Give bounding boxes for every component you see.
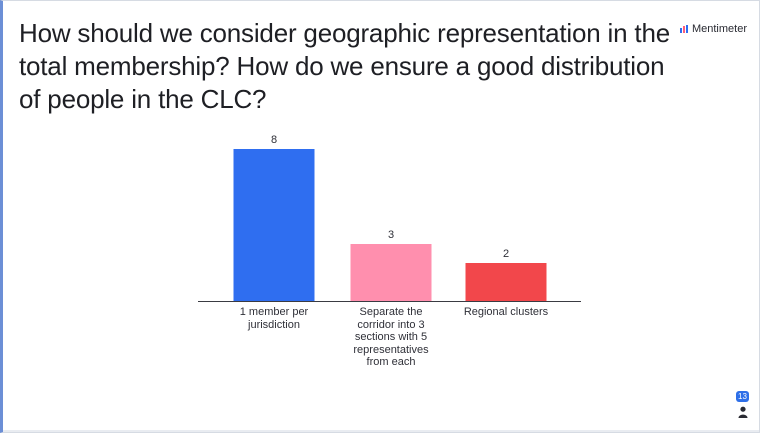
- mentimeter-logo-icon: [679, 25, 688, 33]
- bar-value-label-3: 2: [503, 248, 509, 260]
- question-title: How should we consider geographic repres…: [19, 18, 670, 114]
- bar-3: [465, 263, 547, 301]
- brand-name: Mentimeter: [691, 23, 747, 35]
- bar-1: [233, 149, 315, 301]
- person-icon: [738, 406, 747, 418]
- participant-count: 13: [736, 391, 749, 402]
- brand: Mentimeter: [679, 23, 747, 35]
- bottom-divider: [3, 430, 759, 432]
- bar-value-label-2: 3: [388, 229, 394, 241]
- bar-value-label-1: 8: [271, 134, 277, 146]
- participants-widget[interactable]: 13: [736, 391, 749, 418]
- category-label-3: Regional clusters: [463, 306, 549, 318]
- bar-2: [350, 244, 432, 301]
- bar-chart: 8 3 2: [198, 134, 581, 302]
- category-label-1: 1 member per jurisdiction: [239, 306, 309, 331]
- category-label-2: Separate the corridor into 3 sections wi…: [353, 306, 429, 368]
